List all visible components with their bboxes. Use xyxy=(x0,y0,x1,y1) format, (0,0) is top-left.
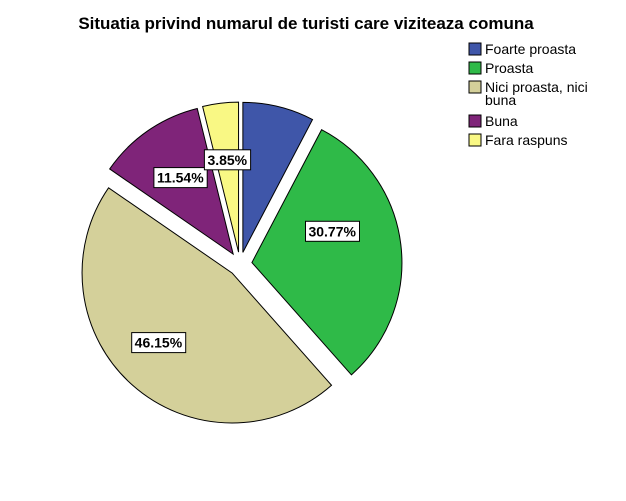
legend-swatch xyxy=(468,61,482,75)
pie-data-labels: 30.77% 46.15% 11.54%3.85% xyxy=(131,149,360,354)
data-label-box xyxy=(131,332,187,354)
data-label: 30.77% xyxy=(305,220,360,242)
legend-label: Buna xyxy=(485,113,518,129)
data-label: 46.15% xyxy=(131,332,187,354)
legend-item: Proasta xyxy=(468,60,533,76)
legend-swatch xyxy=(468,114,482,128)
data-label-box xyxy=(203,149,252,171)
pie-slice-proasta xyxy=(251,129,403,376)
legend-swatch xyxy=(468,133,482,147)
legend-label: Fara raspuns xyxy=(485,132,567,148)
data-label: 11.54% xyxy=(153,167,208,189)
chart-title: Situatia privind numarul de turisti care… xyxy=(78,14,534,33)
legend-label: Proasta xyxy=(485,60,533,76)
pie-slice-nici-proasta-nici-buna xyxy=(81,187,333,424)
data-label: 3.85% xyxy=(203,149,252,171)
data-label-text: 11.54% xyxy=(157,170,204,186)
legend-label: buna xyxy=(485,92,516,108)
data-label-box xyxy=(305,220,360,242)
data-label-text: 3.85% xyxy=(207,152,247,168)
data-label-text: 46.15% xyxy=(135,335,183,351)
data-label-text: 30.77% xyxy=(308,223,356,239)
pie-slice-fara-raspuns xyxy=(202,101,240,253)
pie-slices xyxy=(81,101,403,424)
legend-item: Buna xyxy=(468,113,518,129)
data-label-box xyxy=(153,167,208,189)
legend-item: Fara raspuns xyxy=(468,132,567,148)
legend-swatch xyxy=(468,80,482,94)
legend-label: Nici proasta, nici xyxy=(485,79,588,95)
legend-swatch xyxy=(468,42,482,56)
legend: Foarte proasta Proasta Nici proasta, nicib… xyxy=(468,41,588,148)
legend-label: Foarte proasta xyxy=(485,41,576,57)
legend-item: Foarte proasta xyxy=(468,41,576,57)
pie-slice-foarte-proasta xyxy=(242,101,314,253)
